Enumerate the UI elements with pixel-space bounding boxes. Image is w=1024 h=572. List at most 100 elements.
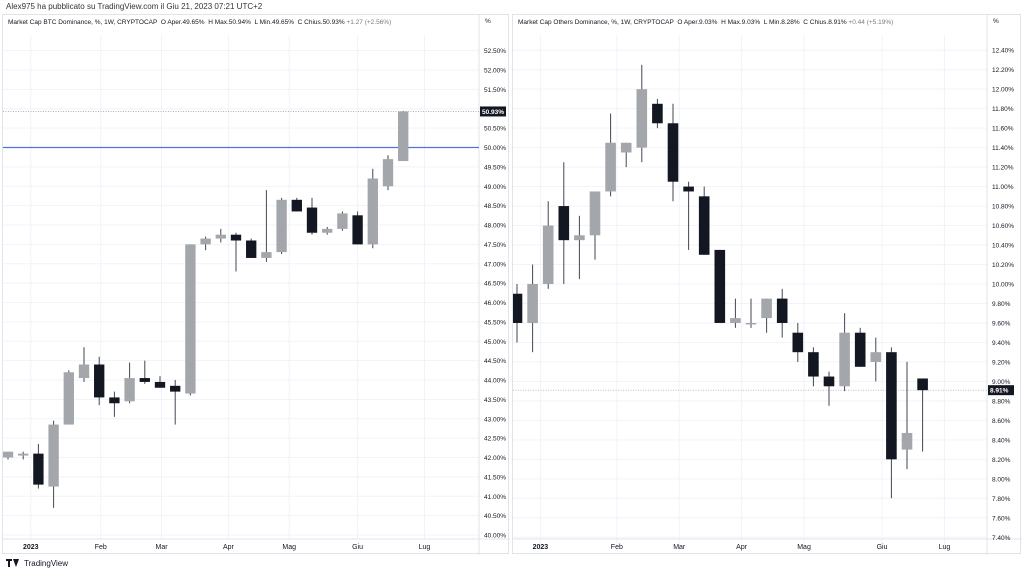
others-candle-body[interactable] (558, 206, 570, 241)
btc-candle-body[interactable] (109, 397, 120, 404)
btc-x-tick-label: 2023 (23, 544, 39, 551)
btc-candle-body[interactable] (246, 240, 257, 258)
btc-y-tick-label: 42.00% (484, 455, 506, 462)
others-unit-label: % (993, 18, 999, 25)
others-candle-body[interactable] (901, 433, 913, 450)
others-open-tag: O (677, 19, 683, 26)
others-y-tick-label: 8.20% (992, 457, 1011, 464)
btc-candle-body[interactable] (154, 381, 166, 388)
btc-dominance-chart[interactable]: 52.50%52.00%51.50%51.00%50.50%50.00%49.5… (3, 15, 510, 555)
btc-candle-body[interactable] (276, 199, 287, 253)
others-candle-body[interactable] (667, 123, 679, 182)
others-candle-body[interactable] (513, 293, 523, 323)
footer-brand[interactable]: TradingView (24, 558, 69, 568)
others-candle-body[interactable] (605, 142, 616, 192)
btc-close-tag: C (297, 19, 303, 26)
others-candle-body[interactable] (652, 103, 663, 124)
btc-candle-body[interactable] (230, 234, 242, 241)
others-y-tick-label: 10.80% (992, 204, 1014, 211)
others-y-tick-label: 11.60% (992, 126, 1014, 133)
btc-y-tick-label: 45.00% (484, 339, 506, 346)
others-candle-body[interactable] (854, 332, 866, 367)
btc-y-tick-label: 41.00% (484, 494, 506, 501)
footer: TradingView (6, 556, 68, 570)
btc-candle-body[interactable] (382, 159, 394, 187)
btc-candle-body[interactable] (3, 451, 14, 458)
btc-candle-body[interactable] (63, 372, 74, 425)
others-x-tick-label: Mar (673, 544, 686, 551)
btc-dominance-panel[interactable]: 52.50%52.00%51.50%51.00%50.50%50.00%49.5… (2, 14, 510, 555)
btc-candle-body[interactable] (367, 178, 378, 245)
btc-y-tick-label: 48.00% (484, 223, 506, 230)
others-dominance-chart[interactable]: 12.40% 12.20% 12.00% 11.80% 11.60% 11.40% 11.2… (513, 15, 1022, 555)
others-candle-body[interactable] (636, 89, 648, 148)
btc-candle-body[interactable] (291, 199, 302, 212)
others-y-tick-label: 8.60% (992, 418, 1011, 425)
others-candle-body[interactable] (683, 186, 694, 192)
btc-candle-body[interactable] (215, 234, 226, 239)
btc-candle-body[interactable] (398, 111, 409, 162)
others-candle-body[interactable] (917, 378, 928, 391)
btc-candle-body[interactable] (322, 228, 333, 233)
btc-y-tick-label: 49.50% (484, 164, 506, 171)
others-candle-body[interactable] (839, 332, 850, 387)
btc-legend: Market Cap BTC Dominance, %, 1W, CRYPTOC… (8, 19, 391, 26)
btc-candle-body[interactable] (261, 252, 272, 258)
others-low-tag: L (763, 19, 768, 26)
others-x-tick-label: Apr (736, 544, 748, 551)
btc-y-tick-label: 49.00% (484, 184, 506, 191)
others-candle-body[interactable] (792, 332, 804, 353)
others-y-tick-label: 7.80% (992, 496, 1011, 503)
others-y-tick-label: 9.40% (992, 340, 1011, 347)
others-y-tick-label: 12.00% (992, 87, 1014, 94)
others-change: +0.44 (+5.19%) (848, 19, 894, 26)
others-dominance-panel[interactable]: 12.40% 12.20% 12.00% 11.80% 11.60% 11.40% 11.2… (512, 14, 1022, 555)
btc-candle-body[interactable] (33, 453, 44, 485)
others-candle-body[interactable] (808, 352, 819, 377)
others-candle-body[interactable] (761, 298, 772, 319)
others-y-tick-label: 10.60% (992, 223, 1014, 230)
others-candle-body[interactable] (745, 322, 757, 325)
btc-y-tick-label: 44.50% (484, 358, 506, 365)
btc-y-tick-label: 43.00% (484, 416, 506, 423)
btc-last-price-badge (480, 106, 506, 117)
btc-candle-body[interactable] (170, 385, 181, 392)
others-y-tick-label: 11.20% (992, 165, 1014, 172)
others-candle-body[interactable] (886, 352, 897, 460)
btc-y-tick-label: 40.00% (484, 533, 506, 540)
others-candle-body[interactable] (870, 352, 882, 362)
btc-candle-body[interactable] (48, 424, 59, 487)
btc-candle-body[interactable] (124, 378, 135, 402)
others-x-tick-label: Lug (939, 544, 951, 551)
others-x-tick-label: 2023 (533, 544, 549, 551)
others-candle-body[interactable] (698, 196, 710, 255)
btc-candle-body[interactable] (200, 238, 211, 245)
btc-candle-body[interactable] (139, 378, 150, 382)
btc-y-tick-label: 42.50% (484, 436, 506, 443)
btc-x-tick-label: Mar (155, 544, 168, 551)
others-y-tick-label: 8.00% (992, 476, 1011, 483)
others-candle-body[interactable] (589, 191, 601, 236)
others-candle-body[interactable] (527, 284, 538, 323)
others-candle-body[interactable] (730, 318, 741, 323)
others-candle-body[interactable] (823, 376, 835, 387)
others-candle-body[interactable] (714, 249, 726, 323)
others-candle-body[interactable] (620, 142, 632, 153)
btc-candle-body[interactable] (18, 453, 29, 456)
others-high: Max.9.03% (727, 19, 761, 26)
others-candle-body[interactable] (542, 225, 554, 284)
btc-low: Min.49.65% (259, 19, 294, 26)
others-close: Chius.8.91% (809, 19, 847, 26)
btc-candle-body[interactable] (352, 215, 363, 245)
others-y-tick-label: 9.60% (992, 320, 1011, 327)
btc-candle-body[interactable] (78, 364, 90, 379)
btc-candle-body[interactable] (94, 364, 105, 398)
others-candle-body[interactable] (776, 298, 788, 323)
others-y-tick-label: 10.40% (992, 243, 1014, 250)
btc-y-tick-label: 47.00% (484, 261, 506, 268)
others-candle-body[interactable] (574, 235, 585, 241)
btc-candle-body[interactable] (306, 207, 318, 233)
others-high-tag: H (721, 19, 726, 26)
btc-candle-body[interactable] (337, 213, 348, 229)
btc-candle-body[interactable] (185, 244, 196, 394)
